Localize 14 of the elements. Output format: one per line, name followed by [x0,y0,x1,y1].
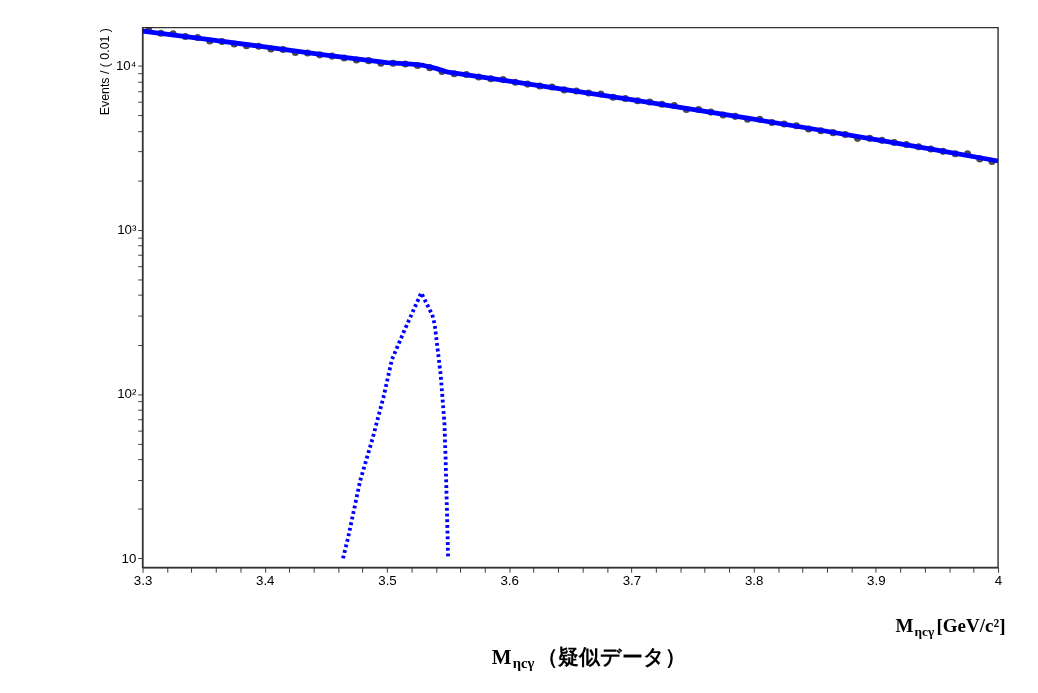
x-tick-label: 3.3 [133,573,153,589]
y-axis-title: Events / ( 0.01 ) [98,28,113,116]
x-tick-label: 4 [994,573,1003,589]
y-tick-label: 10² [117,386,137,402]
x-tick-label: 3.8 [744,573,764,589]
x-tick-label: 3.9 [867,573,886,589]
x-tick-label: 3.6 [500,573,519,589]
y-tick-label: 10 [121,550,137,566]
x-tick-label: 3.4 [256,573,275,589]
y-tick-label: 10³ [117,222,137,238]
x-tick-label: 3.7 [622,573,642,589]
line-series [341,290,451,561]
y-tick-label: 10⁴ [115,57,137,73]
x-tick-label: 3.5 [378,573,397,589]
